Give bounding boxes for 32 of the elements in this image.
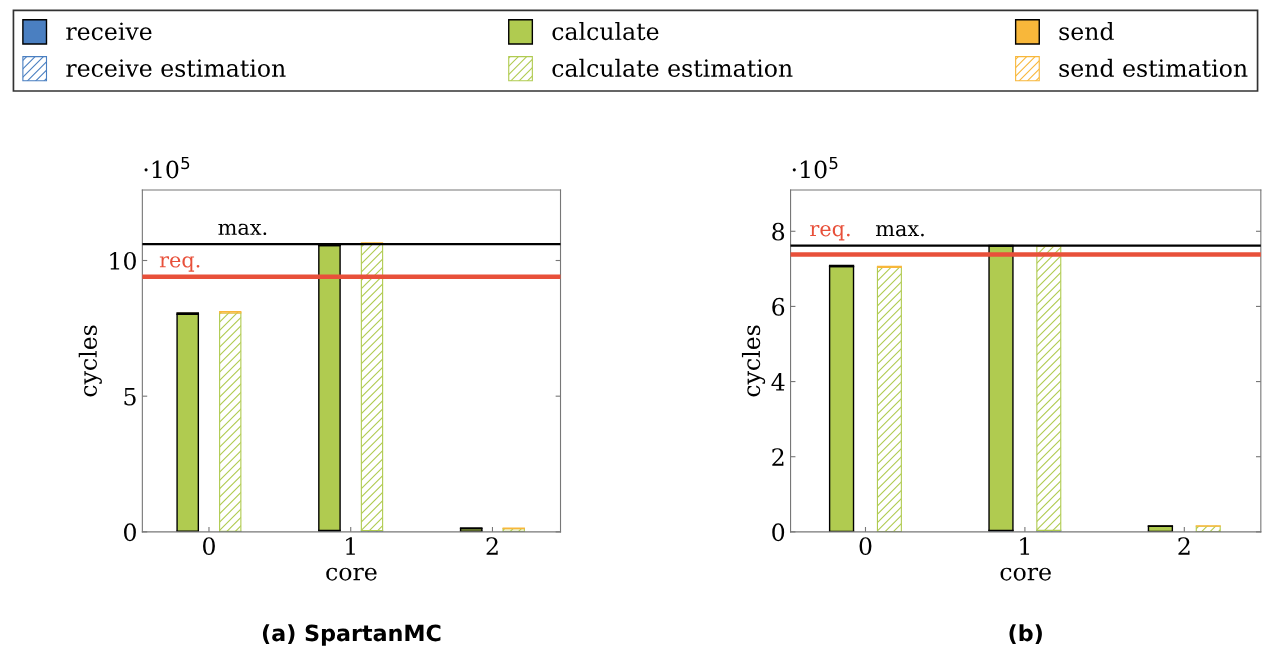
x-tick-label: 1 [346,537,355,555]
y-tick-label: 0 [772,523,785,542]
x-axis-title: core [1000,567,1051,581]
y-axis-title: cycles [741,325,766,397]
y-tick-label: 0 [124,523,136,542]
y-tick-label: 2 [772,448,784,466]
ref-line-label: max. [875,224,924,237]
ref-line-label: req. [159,256,200,272]
text: (a) SpartanMC [262,624,441,646]
legend-label: receive estimation [66,59,286,77]
x-tick-label: 2 [1178,537,1190,555]
text: ·10$^{5}$ [792,156,838,179]
x-tick-label: 2 [486,537,498,555]
x-axis-title: core [326,567,377,581]
legend-label: receive [66,22,152,41]
x-tick-label: 0 [859,537,872,555]
text: (b) [1009,624,1042,644]
y-tick-label: 10 [110,251,136,270]
y-tick-label: 4 [771,373,785,391]
legend-label: calculate [552,21,659,41]
legend-label: send [1059,21,1114,41]
ref-line-label: max. [218,223,267,236]
legend-label: send estimation [1059,58,1248,77]
y-tick-label: 6 [772,297,785,316]
y-axis-title: cycles [78,325,102,397]
text: ·10$^{5}$ [144,156,190,179]
y-tick-label: 8 [772,222,785,241]
x-tick-label: 1 [1020,537,1030,555]
y-tick-label: 5 [124,387,136,406]
x-tick-label: 0 [203,537,215,555]
legend-label: calculate estimation [552,58,793,77]
ref-line-label: req. [810,224,850,241]
